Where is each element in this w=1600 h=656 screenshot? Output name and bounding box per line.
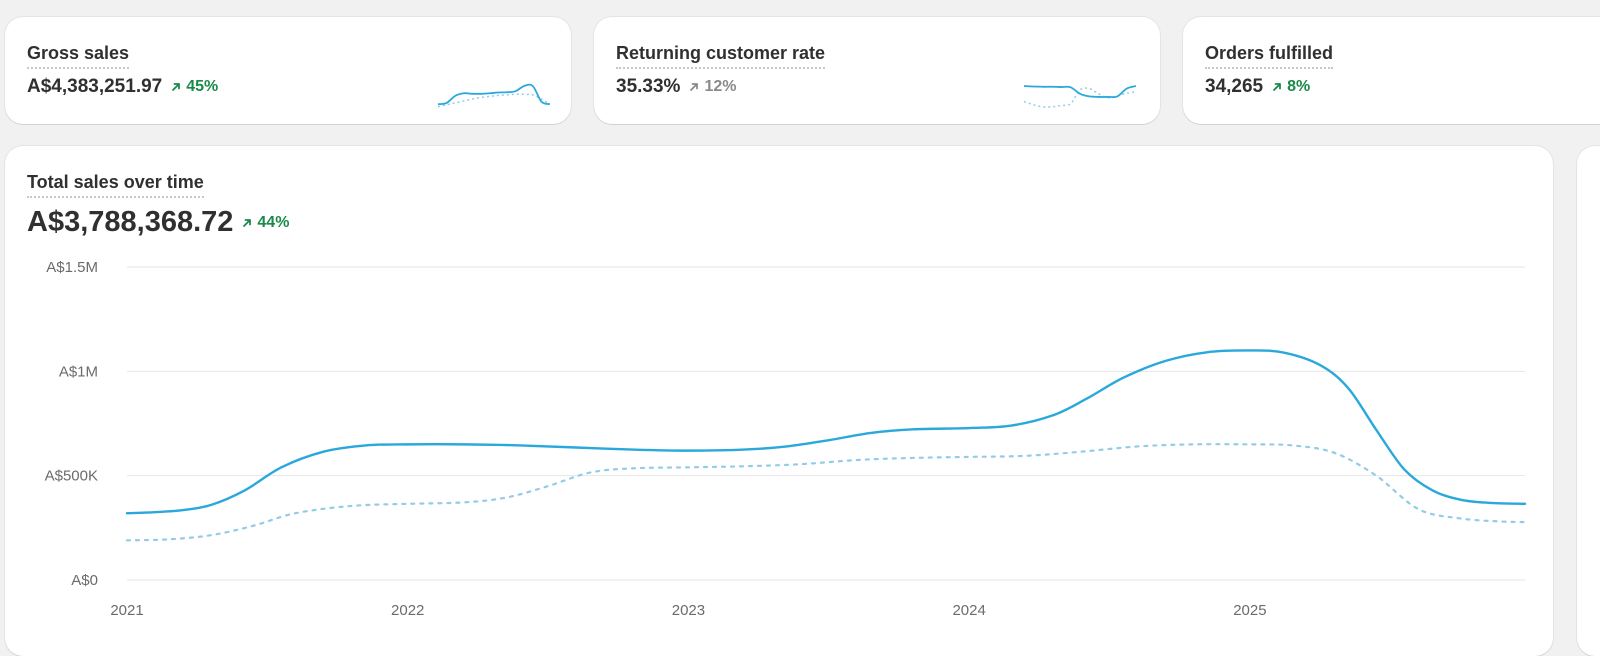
orders-fulfilled-title[interactable]: Orders fulfilled	[1205, 43, 1334, 69]
orders-fulfilled-card[interactable]: Orders fulfilled 34,265 8%	[1183, 17, 1600, 124]
x-tick-label: 2021	[110, 602, 143, 619]
sparkline-current-period	[438, 83, 550, 106]
arrow-up-right-icon	[690, 83, 699, 92]
y-tick-label: A$500K	[45, 468, 98, 485]
y-tick-label: A$1.5M	[46, 259, 98, 276]
sparkline-previous-period	[1024, 87, 1136, 108]
x-tick-label: 2025	[1233, 602, 1266, 619]
returning-customer-rate-title[interactable]: Returning customer rate	[616, 43, 826, 69]
total-sales-line-chart[interactable]: A$0 A$500K A$1M A$1.5M 2021 2022 2023 2024 2025	[5, 146, 1553, 656]
sparkline-previous-period	[438, 93, 550, 108]
y-tick-label: A$1M	[59, 363, 98, 380]
series-line-previous	[125, 443, 1527, 542]
x-tick-label: 2022	[391, 602, 424, 619]
sparkline-current-period	[1024, 85, 1136, 99]
returning-customer-rate-delta: 12%	[704, 78, 737, 96]
side-card	[1577, 146, 1600, 656]
total-sales-value-row: A$3,788,368.72 44%	[27, 204, 289, 242]
returning-customer-rate-card[interactable]: Returning customer rate 35.33% 12%	[594, 17, 1160, 124]
arrow-up-right-icon	[243, 218, 252, 227]
x-tick-label: 2024	[952, 602, 985, 619]
gross-sales-value: A$4,383,251.97	[27, 76, 163, 97]
returning-customer-rate-sparkline	[1024, 85, 1136, 108]
series-line-current	[125, 349, 1527, 515]
arrow-up-right-icon	[172, 83, 181, 92]
total-sales-value: A$3,788,368.72	[27, 206, 234, 238]
orders-fulfilled-delta: 8%	[1287, 78, 1311, 96]
gross-sales-card[interactable]: Gross sales A$4,383,251.97 45%	[5, 17, 571, 124]
y-tick-label: A$0	[71, 572, 98, 589]
total-sales-card: Total sales over time A$3,788,368.72 44%…	[5, 146, 1553, 656]
gross-sales-sparkline	[438, 83, 550, 108]
returning-customer-rate-value: 35.33%	[616, 76, 681, 97]
total-sales-delta-badge: 44%	[241, 214, 289, 232]
orders-fulfilled-delta-badge: 8%	[1271, 78, 1310, 96]
returning-customer-rate-value-row: 35.33% 12%	[616, 75, 736, 100]
gross-sales-delta: 45%	[186, 78, 219, 96]
gross-sales-delta-badge: 45%	[170, 78, 218, 96]
orders-fulfilled-value: 34,265	[1205, 76, 1264, 97]
gross-sales-value-row: A$4,383,251.97 45%	[27, 75, 218, 100]
total-sales-delta: 44%	[257, 213, 290, 231]
total-sales-title[interactable]: Total sales over time	[27, 172, 204, 198]
orders-fulfilled-value-row: 34,265 8%	[1205, 75, 1310, 100]
returning-customer-rate-delta-badge: 12%	[688, 78, 736, 96]
arrow-up-right-icon	[1273, 83, 1282, 92]
gross-sales-title[interactable]: Gross sales	[27, 43, 130, 69]
x-tick-label: 2023	[672, 602, 705, 619]
